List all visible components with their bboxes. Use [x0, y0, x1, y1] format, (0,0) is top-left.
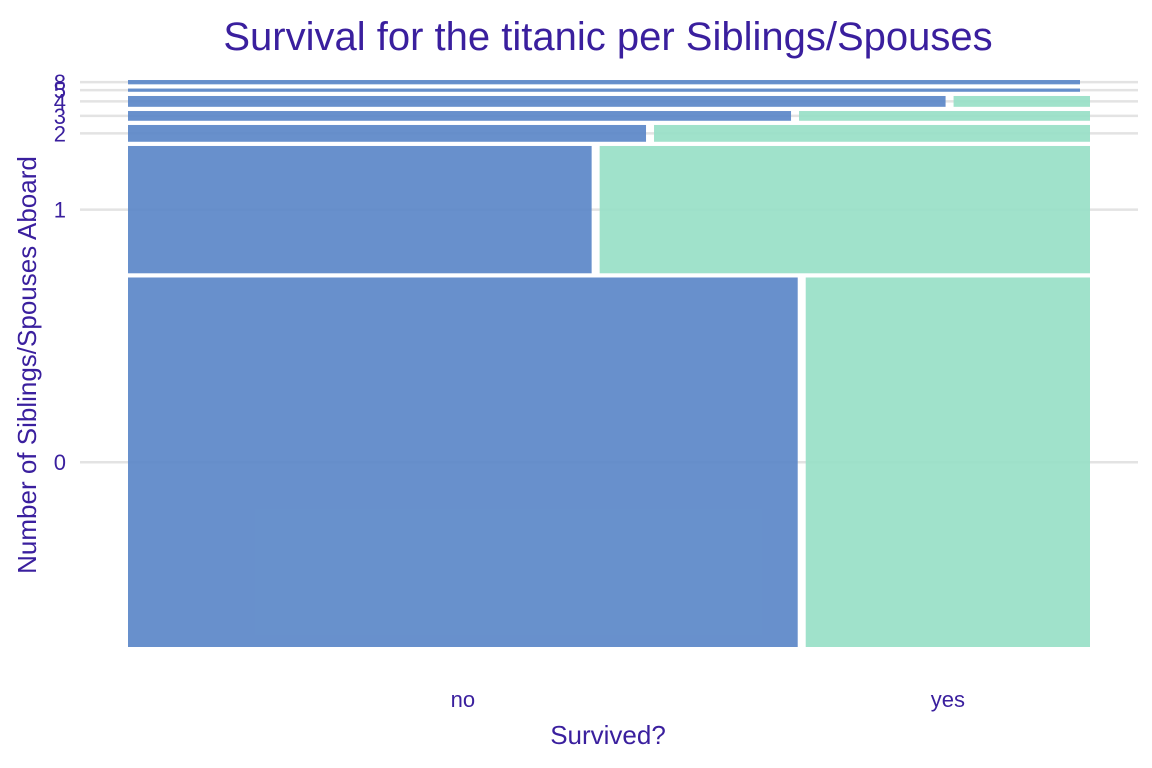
- y-tick-label-1: 1: [54, 198, 66, 223]
- tile-4-yes: [953, 95, 1090, 107]
- y-tick-label-3: 3: [54, 104, 66, 129]
- tile-2-yes: [654, 124, 1090, 142]
- tile-0-no: [128, 277, 798, 647]
- tile-0-yes: [805, 277, 1090, 647]
- tile-2-no: [128, 124, 647, 142]
- tile-5-no: [128, 88, 1080, 92]
- x-axis-title: Survived?: [550, 720, 666, 750]
- y-tick-label-5: 5: [54, 78, 66, 103]
- x-tick-label-yes: yes: [931, 687, 965, 712]
- x-tick-label-no: no: [451, 687, 475, 712]
- y-tick-label-8: 8: [54, 70, 66, 95]
- tile-1-no: [128, 145, 592, 274]
- tile-4-no: [128, 95, 946, 107]
- chart-title: Survival for the titanic per Siblings/Sp…: [223, 15, 992, 59]
- y-tick-label-4: 4: [54, 89, 66, 114]
- x-tick-labels: no yes: [451, 687, 965, 712]
- mosaic-tiles: [128, 80, 1090, 647]
- y-tick-label-2: 2: [54, 121, 66, 146]
- tile-3-no: [128, 111, 792, 121]
- y-axis-title: Number of Siblings/Spouses Aboard: [12, 156, 42, 574]
- y-tick-label-0: 0: [54, 450, 66, 475]
- tile-8-no: [128, 80, 1080, 85]
- tile-1-yes: [599, 145, 1090, 274]
- tile-3-yes: [799, 111, 1090, 121]
